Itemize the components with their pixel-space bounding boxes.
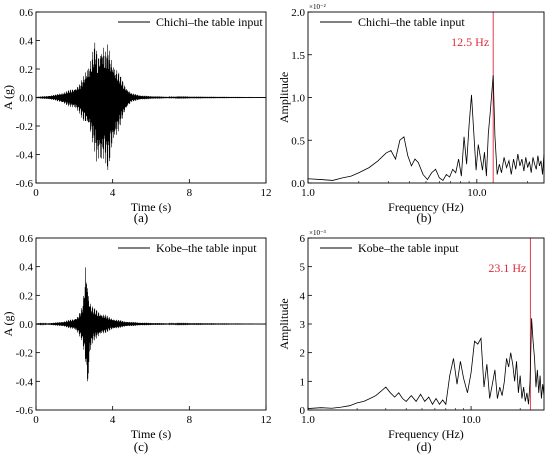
x-tick-label: 8: [187, 187, 193, 199]
y-tick-label: -0.6: [16, 178, 34, 190]
y-axis-title: A (g): [1, 312, 15, 337]
y-tick-label: 0.2: [19, 290, 33, 302]
y-exponent-label: ×10⁻²: [309, 3, 326, 11]
x-axis-title: Frequency (Hz): [388, 427, 464, 441]
y-tick-label: 4: [300, 290, 306, 302]
panel-label: (b): [416, 210, 431, 225]
y-tick-label: -0.2: [16, 121, 33, 133]
y-tick-label: 0.5: [291, 135, 305, 147]
x-axis-title: Time (s): [131, 427, 172, 441]
x-tick-label: 8: [187, 414, 193, 426]
y-tick-label: 0.2: [19, 64, 33, 76]
y-axis-title: Amplitude: [277, 72, 291, 123]
y-tick-label: 5: [300, 262, 306, 274]
y-tick-label: 2.0: [291, 7, 305, 19]
series-line: [307, 318, 545, 409]
series-line: [35, 42, 267, 170]
panel-c: 0 4 8 12 -0.6 -0.4 -0.2 0.0 0.2 0.4 0.6 Time (s) A (…: [1, 233, 272, 454]
x-tick-label: 1.0: [301, 414, 315, 426]
x-axis-title: Time (s): [131, 200, 172, 214]
x-tick-label: 10.0: [467, 187, 487, 199]
plot-frame: [307, 11, 545, 184]
x-tick-label: 4: [110, 414, 116, 426]
y-tick-label: 1.0: [291, 93, 305, 105]
y-tick-label: 0.0: [291, 178, 305, 190]
x-tick-label: 1.0: [301, 187, 315, 199]
y-tick-label: 0: [300, 405, 306, 417]
x-tick-label: 4: [110, 187, 116, 199]
x-tick-label: 0: [33, 187, 39, 199]
y-axis-title: A (g): [1, 85, 15, 110]
y-tick-label: 1.5: [291, 50, 305, 62]
y-tick-label: 0.0: [19, 93, 33, 105]
y-tick-label: 0.0: [19, 319, 33, 331]
y-tick-label: -0.2: [16, 348, 33, 360]
panel-label: (c): [134, 439, 148, 454]
series-line: [307, 75, 545, 182]
panel-label: (a): [134, 210, 148, 225]
legend-label: Kobe–the table input: [156, 241, 257, 255]
y-tick-label: 6: [300, 233, 306, 245]
x-tick-label: 12: [261, 414, 272, 426]
y-tick-label: -0.4: [16, 376, 34, 388]
y-tick-label: 0.6: [19, 7, 33, 19]
y-tick-label: 2: [300, 348, 306, 360]
y-tick-label: 0.4: [19, 36, 33, 48]
y-tick-label: 3: [300, 319, 306, 331]
legend-label: Chichi–the table input: [358, 15, 465, 29]
x-axis-title: Frequency (Hz): [388, 200, 464, 214]
legend-label: Kobe–the table input: [358, 241, 459, 255]
y-exponent-label: ×10⁻³: [309, 229, 326, 237]
y-tick-label: 0.4: [19, 262, 33, 274]
y-tick-label: -0.4: [16, 150, 34, 162]
panel-d: 23.1 Hz 1.0 10.0 0 1 2 3 4 5 6 ×10⁻³ Frequency (Hz)…: [277, 229, 545, 454]
y-axis-title: Amplitude: [277, 298, 291, 349]
panel-a: 0 4 8 12 -0.6 -0.4 -0.2 0.0 0.2 0.4 0.6 Time (s) A (…: [1, 7, 272, 225]
legend-label: Chichi–the table input: [156, 15, 263, 29]
y-tick-label: -0.6: [16, 405, 34, 417]
peak-annotation: 23.1 Hz: [488, 261, 526, 275]
series-line: [35, 267, 267, 382]
x-tick-label: 0: [33, 414, 39, 426]
panel-label: (d): [416, 439, 431, 454]
peak-annotation: 12.5 Hz: [451, 35, 489, 49]
x-tick-label: 12: [261, 187, 272, 199]
x-tick-label: 10.0: [461, 414, 481, 426]
y-tick-label: 0.6: [19, 233, 33, 245]
y-tick-label: 1: [300, 376, 306, 388]
panel-b: 12.5 Hz 1.0 10.0 0.0 0.5 1.0 1.5 2.0 ×10⁻² Freque…: [277, 3, 545, 225]
